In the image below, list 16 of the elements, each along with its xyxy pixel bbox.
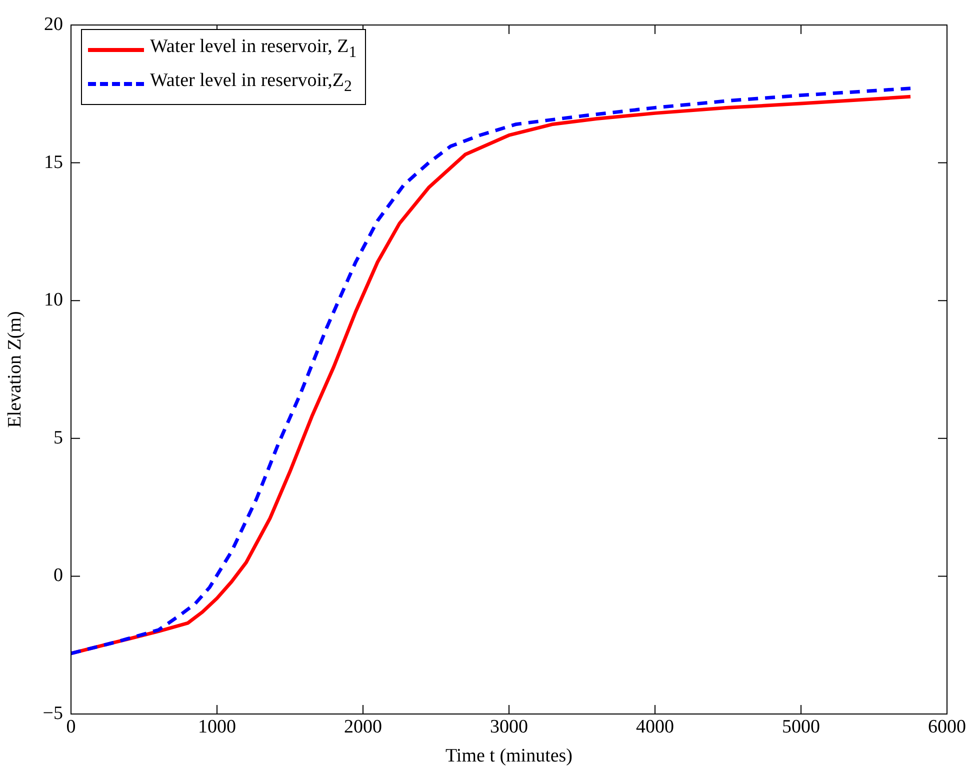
x-tick-label: 1000 — [198, 716, 236, 738]
y-tick-label: 10 — [44, 290, 63, 311]
y-tick-label: 20 — [44, 14, 63, 35]
y-tick-label: 5 — [54, 427, 63, 448]
y-tick-label: 15 — [44, 152, 63, 173]
legend-label: Water level in reservoir, Z$_{1}$ — [150, 35, 357, 63]
x-tick-label: 2000 — [344, 716, 382, 738]
y-tick-label: −5 — [42, 702, 63, 724]
y-axis-title: Elevation Z(m) — [4, 311, 26, 428]
x-tick-label: 3000 — [490, 716, 528, 738]
x-tick-label: 4000 — [636, 716, 674, 738]
x-tick-label: 6000 — [928, 716, 966, 738]
x-axis-title: Time t (minutes) — [445, 746, 573, 767]
x-tick-label: 5000 — [782, 716, 820, 738]
y-tick-label: 0 — [54, 565, 63, 586]
legend-label: Water level in reservoir,Z$_{2}$ — [150, 68, 352, 97]
